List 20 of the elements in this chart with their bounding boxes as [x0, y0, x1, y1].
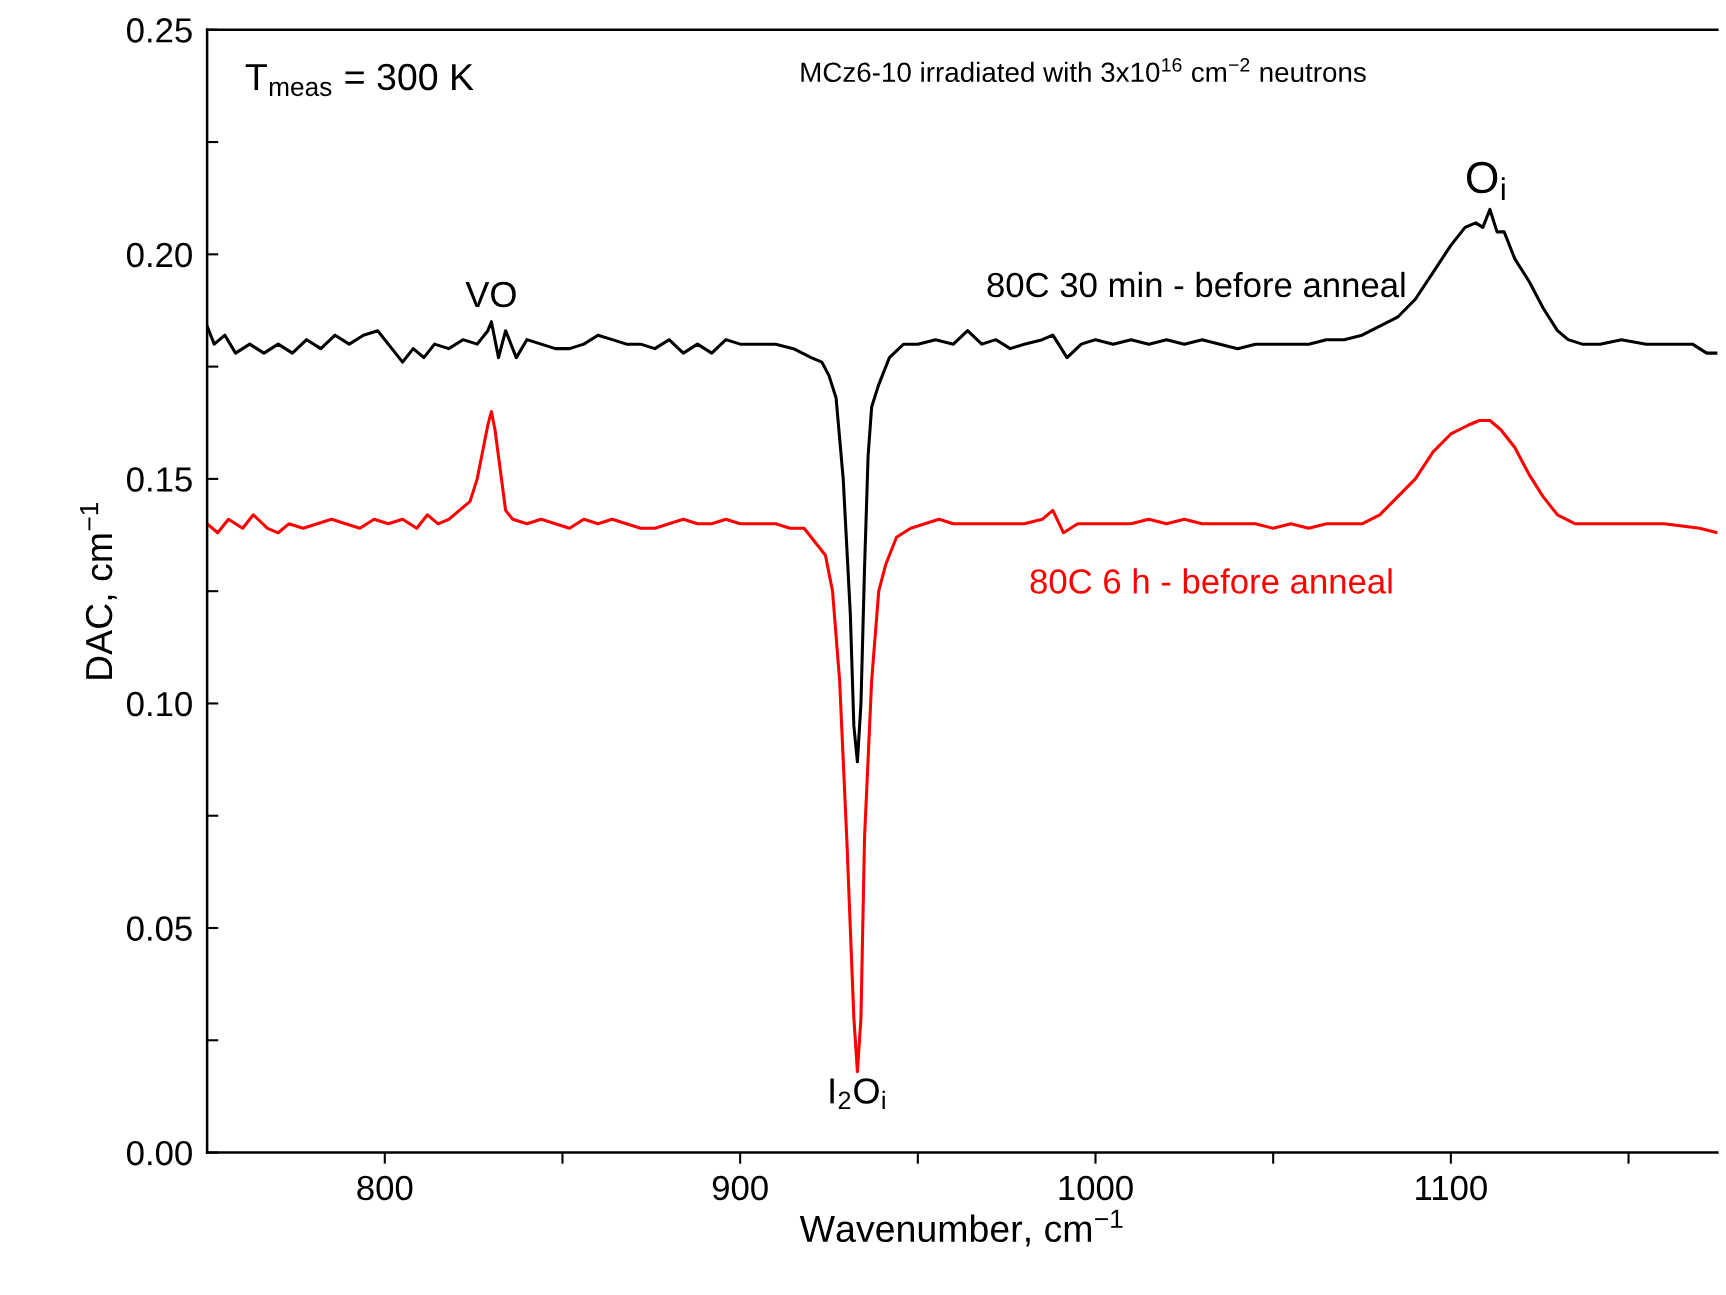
- text: MCz6-10 irradiated with 3x10$^{16}$ cm$^{−2}$ neutrons: [801, 57, 1366, 83]
- x-tick-label: 800: [357, 1175, 413, 1201]
- x-tick-label: 1100: [1416, 1175, 1487, 1201]
- series-label: 80C 30 min - before anneal: [987, 271, 1405, 298]
- x-tick-label: 1000: [1059, 1175, 1133, 1201]
- y-tick-label: 0.15: [127, 467, 192, 492]
- annotation: I$_{2}$O$_{i}$: [830, 1078, 885, 1110]
- annotation: VO: [465, 281, 516, 308]
- y-axis-title: DAC, cm$^{−1}$: [80, 502, 117, 679]
- x-tick-label: 900: [712, 1175, 768, 1201]
- y-tick-label: 0.25: [127, 18, 192, 43]
- y-tick-label: 0.05: [127, 916, 192, 941]
- series-label: 80C 6 h - before anneal: [1030, 568, 1392, 594]
- annotation: T$_{meas}$ = 300 K: [245, 63, 474, 97]
- y-tick-label: 0.10: [127, 691, 192, 717]
- annotation: O$_{i}$: [1466, 161, 1505, 200]
- y-tick-label: 0.00: [127, 1140, 192, 1166]
- y-tick-label: 0.20: [127, 242, 192, 268]
- line-series: [207, 410, 1718, 1074]
- x-axis-title: Wavenumber, cm$^{−1}$: [799, 1209, 1123, 1247]
